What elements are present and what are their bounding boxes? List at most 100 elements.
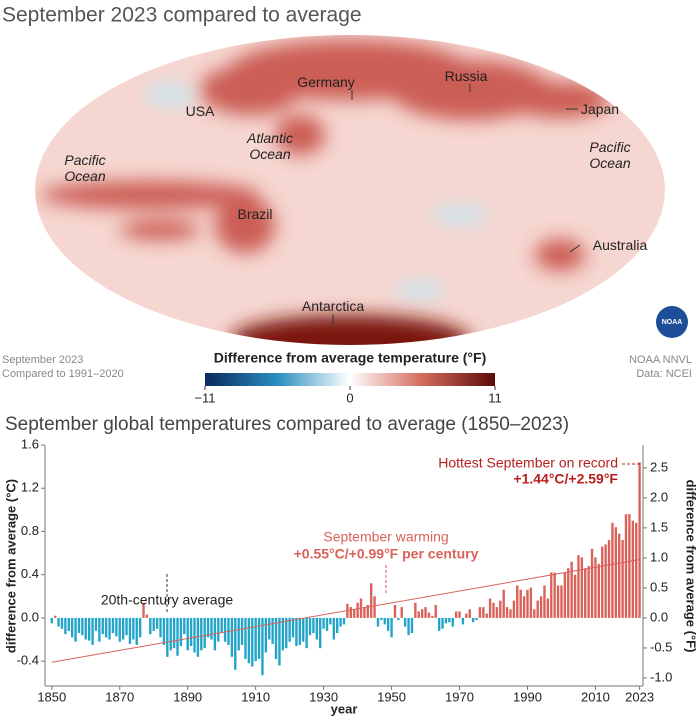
bar [444, 617, 448, 624]
bar [590, 548, 594, 618]
bar [217, 617, 220, 642]
bar [611, 522, 614, 618]
bar [298, 617, 302, 645]
bar [329, 617, 332, 625]
bar [203, 617, 206, 649]
x-tick-label: 2010 [581, 689, 610, 704]
bar [488, 598, 492, 618]
bar [94, 617, 98, 631]
bar [386, 617, 390, 631]
colorbar-tick-label: 11 [488, 390, 502, 405]
bar [271, 617, 274, 644]
bar [410, 617, 414, 634]
bar [176, 617, 179, 656]
bar [577, 555, 580, 618]
y2-tick-label: 1.0 [650, 549, 668, 564]
bar [325, 617, 329, 631]
x-tick-label: 1910 [241, 689, 270, 704]
bar [200, 617, 203, 651]
annotation: 20th-century average [101, 592, 234, 608]
bar [376, 617, 380, 627]
x-tick-label: 1990 [513, 689, 542, 704]
bar [482, 607, 485, 618]
bar [539, 596, 543, 618]
bar [288, 617, 291, 642]
bar [594, 557, 597, 618]
y2-tick-label: 1.5 [650, 519, 668, 534]
bar [115, 617, 118, 637]
leader-lines [332, 84, 581, 324]
bar [638, 462, 641, 618]
colorbar-tick-label: −11 [194, 390, 215, 405]
bar [349, 607, 352, 618]
y-tick-label: 1.6 [21, 436, 39, 451]
y2-tick-label: 0.5 [650, 579, 668, 594]
map-label: USA [185, 103, 215, 119]
bar [492, 602, 495, 618]
bar [285, 617, 288, 649]
bar [584, 568, 587, 618]
bar [342, 617, 346, 625]
bar [356, 602, 359, 618]
bar [546, 598, 550, 618]
bar [179, 617, 183, 647]
y-tick-label: 1.2 [21, 480, 39, 495]
bar [512, 600, 516, 618]
bar [407, 617, 410, 636]
bar [441, 617, 444, 629]
bar [308, 617, 312, 636]
bar [509, 609, 512, 618]
bar [220, 617, 223, 634]
bar [495, 607, 499, 618]
bar [315, 617, 319, 640]
bar [614, 527, 618, 618]
bar [111, 617, 115, 634]
bar [274, 617, 278, 659]
bar [339, 617, 342, 627]
bar [84, 617, 87, 640]
bar [125, 617, 128, 636]
bar [74, 617, 77, 642]
bar [332, 617, 335, 640]
bar [159, 617, 162, 638]
x-tick-label: 1850 [37, 689, 66, 704]
bar [193, 617, 196, 653]
bar [183, 617, 186, 635]
bar [98, 617, 101, 642]
bar [251, 617, 254, 667]
bar [543, 585, 546, 618]
bar [186, 617, 189, 651]
bar [403, 617, 407, 627]
map-label: Pacific Ocean [589, 139, 631, 171]
note: Compared to 1991–2020 [2, 368, 124, 380]
bar [516, 585, 519, 618]
y-tick-label: -0.4 [17, 653, 39, 668]
bar [529, 587, 533, 618]
bar [475, 617, 478, 621]
bar [471, 617, 475, 623]
chart-title: September global temperatures compared t… [5, 414, 569, 435]
bar [206, 617, 210, 638]
bar [427, 612, 431, 618]
bar [373, 596, 376, 618]
x-tick-label: 1930 [309, 689, 338, 704]
bar [560, 585, 563, 618]
bar [305, 617, 308, 649]
bar [570, 561, 573, 618]
bar [414, 602, 417, 618]
bar [87, 617, 91, 641]
note: September 2023 [2, 354, 84, 366]
bar [369, 583, 373, 618]
x-label: year [331, 701, 358, 716]
bar [485, 613, 488, 618]
bar [604, 544, 607, 618]
bar [366, 604, 369, 618]
bar [166, 617, 169, 657]
annotation: Hottest September on record [438, 455, 618, 471]
bar [553, 572, 556, 618]
bar [607, 540, 611, 618]
bar [64, 617, 67, 635]
map-label: Brazil [237, 206, 273, 222]
x-tick-label: 1950 [377, 689, 406, 704]
bar [77, 617, 81, 634]
